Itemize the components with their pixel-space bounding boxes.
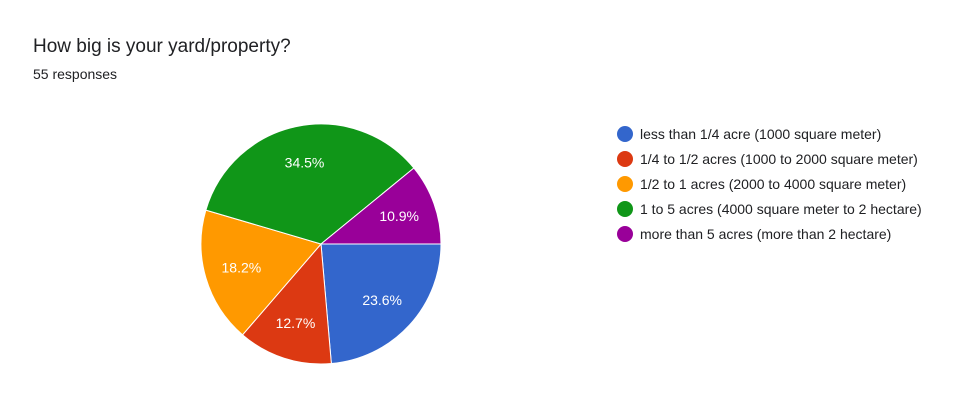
legend-label-1: less than 1/4 acre (1000 square meter)	[640, 126, 882, 142]
legend-label-3: 1/2 to 1 acres (2000 to 4000 square mete…	[640, 176, 907, 192]
chart-legend: less than 1/4 acre (1000 square meter) 1/…	[617, 123, 937, 248]
slice-label-2: 12.7%	[276, 315, 316, 331]
slice-label-5: 10.9%	[379, 208, 419, 224]
pie-slice-2[interactable]	[241, 242, 332, 365]
legend-item-1[interactable]: less than 1/4 acre (1000 square meter)	[617, 123, 937, 145]
slice-label-3: 18.2%	[222, 259, 262, 275]
legend-swatch-4	[617, 201, 633, 217]
legend-swatch-5	[617, 226, 633, 242]
legend-item-2[interactable]: 1/4 to 1/2 acres (1000 to 2000 square me…	[617, 148, 937, 170]
slice-label-4: 34.5%	[285, 155, 325, 171]
legend-label-4: 1 to 5 acres (4000 square meter to 2 hec…	[640, 201, 922, 217]
chart-title: How big is your yard/property?	[33, 36, 291, 57]
legend-item-4[interactable]: 1 to 5 acres (4000 square meter to 2 hec…	[617, 198, 937, 220]
pie-slice-4[interactable]	[205, 123, 415, 245]
legend-swatch-2	[617, 151, 633, 167]
legend-label-2: 1/4 to 1/2 acres (1000 to 2000 square me…	[640, 151, 918, 167]
legend-swatch-1	[617, 126, 633, 142]
legend-label-5: more than 5 acres (more than 2 hectare)	[640, 226, 892, 242]
response-count: 55 responses	[33, 66, 118, 82]
pie-slice-5[interactable]	[319, 167, 442, 245]
pie-slice-1[interactable]	[320, 243, 442, 365]
legend-item-5[interactable]: more than 5 acres (more than 2 hectare)	[617, 223, 937, 245]
legend-swatch-3	[617, 176, 633, 192]
legend-item-3[interactable]: 1/2 to 1 acres (2000 to 4000 square mete…	[617, 173, 937, 195]
slice-label-1: 23.6%	[362, 292, 402, 308]
pie-slice-3[interactable]	[200, 209, 322, 336]
